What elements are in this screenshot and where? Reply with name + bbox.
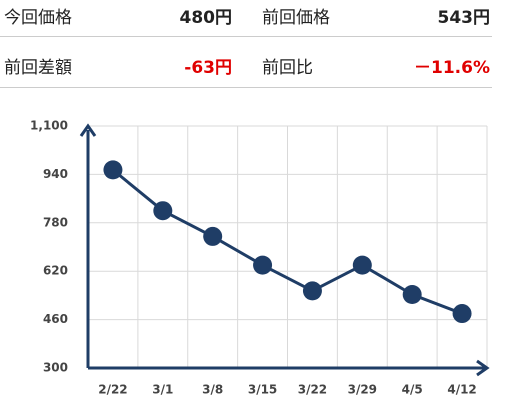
x-tick-label: 4/12: [447, 383, 476, 397]
label: 前回差額: [4, 58, 72, 78]
x-tick-label: 3/8: [202, 383, 223, 397]
marker: [352, 255, 372, 275]
y-tick-label: 780: [43, 215, 68, 229]
separator: [0, 36, 492, 37]
marker: [402, 284, 422, 304]
y-tick-label: 300: [43, 361, 68, 375]
y-tick-label: 460: [43, 312, 68, 326]
marker: [153, 201, 173, 221]
label: 前回価格: [262, 8, 330, 28]
x-tick-label: 2/22: [98, 383, 127, 397]
y-axis-arrow: [79, 123, 97, 137]
x-tick-label: 3/15: [248, 383, 277, 397]
y-tick-label: 620: [43, 264, 68, 278]
y-tick-label: 940: [43, 167, 68, 181]
marker: [253, 255, 273, 275]
x-tick-label: 3/1: [152, 383, 173, 397]
x-tick-label: 3/22: [298, 383, 327, 397]
marker: [452, 304, 472, 324]
separator: [0, 87, 492, 88]
y-tick-label: 1,100: [30, 119, 68, 133]
value: －11.6%: [414, 58, 490, 78]
x-tick-label: 3/29: [348, 383, 377, 397]
label: 前回比: [262, 58, 313, 78]
x-axis-arrow: [476, 359, 490, 377]
marker: [203, 226, 223, 246]
label: 今回価格: [4, 8, 72, 28]
marker: [302, 281, 322, 301]
x-tick-label: 4/5: [402, 383, 423, 397]
value: -63円: [184, 58, 232, 78]
marker: [103, 160, 123, 180]
value: 480円: [179, 8, 233, 28]
value: 543円: [437, 8, 491, 28]
